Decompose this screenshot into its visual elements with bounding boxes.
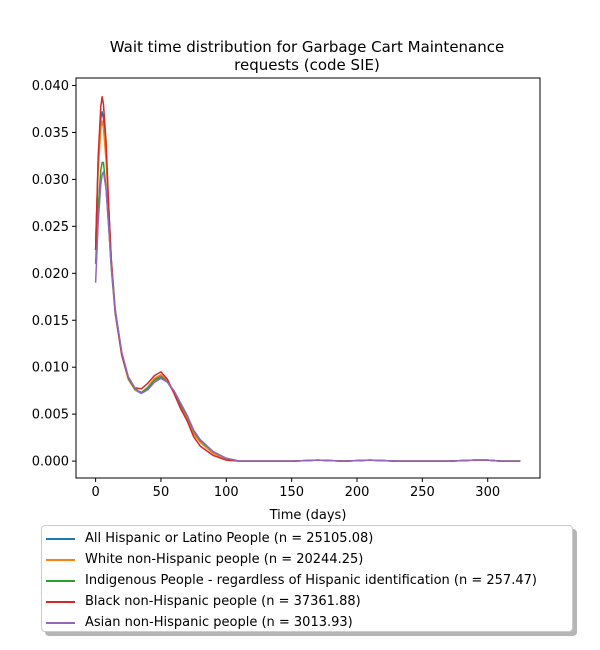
y-tick-label: 0.040 [32,79,69,94]
series-line-1 [94,120,521,462]
series-line-2 [94,161,521,462]
x-tick-label: 250 [410,485,435,500]
legend-swatch [46,537,75,540]
x-tick-label: 200 [345,485,370,500]
chart-title-line-1: Wait time distribution for Garbage Cart … [110,38,504,56]
x-axis-ticks: 0 50 100 150 200 250 300 [91,478,500,500]
legend-item: White non-Hispanic people (n = 20244.25) [46,549,572,570]
legend-swatch [46,621,75,624]
legend-item: All Hispanic or Latino People (n = 25105… [46,528,572,549]
y-axis-ticks: 0.000 0.005 0.010 0.015 0.020 0.025 0.030 0.035… [32,79,76,470]
plot-frame [75,77,541,479]
x-tick-label: 300 [475,485,500,500]
legend-label: Indigenous People - regardless of Hispan… [85,573,537,588]
y-tick-label: 0.020 [32,267,69,282]
legend-label: All Hispanic or Latino People (n = 25105… [85,531,374,546]
legend-label: Black non-Hispanic people (n = 37361.88) [85,594,361,609]
legend-label: Asian non-Hispanic people (n = 3013.93) [85,615,353,630]
series-line-0 [94,111,521,462]
y-tick-label: 0.030 [32,173,69,188]
legend-label: White non-Hispanic people (n = 20244.25) [85,552,364,567]
y-tick-label: 0.035 [32,126,69,141]
series-layer [94,96,521,462]
y-tick-label: 0.015 [32,314,69,329]
y-tick-label: 0.025 [32,220,69,235]
x-tick-label: 0 [91,485,99,500]
x-tick-label: 100 [214,485,239,500]
y-tick-label: 0.000 [32,455,69,470]
x-axis-label: Time (days) [269,508,347,523]
legend: All Hispanic or Latino People (n = 25105… [41,525,573,632]
legend-item: Asian non-Hispanic people (n = 3013.93) [46,612,572,633]
x-tick-label: 150 [279,485,304,500]
series-line-4 [94,171,521,462]
chart-title-line-2: requests (code SIE) [234,56,380,74]
y-tick-label: 0.005 [32,408,69,423]
x-tick-label: 50 [153,485,170,500]
legend-item: Indigenous People - regardless of Hispan… [46,570,572,591]
y-tick-label: 0.010 [32,361,69,376]
legend-item: Black non-Hispanic people (n = 37361.88) [46,591,572,612]
legend-swatch [46,579,75,582]
legend-swatch [46,558,75,561]
legend-swatch [46,600,75,603]
series-line-3 [94,96,521,462]
